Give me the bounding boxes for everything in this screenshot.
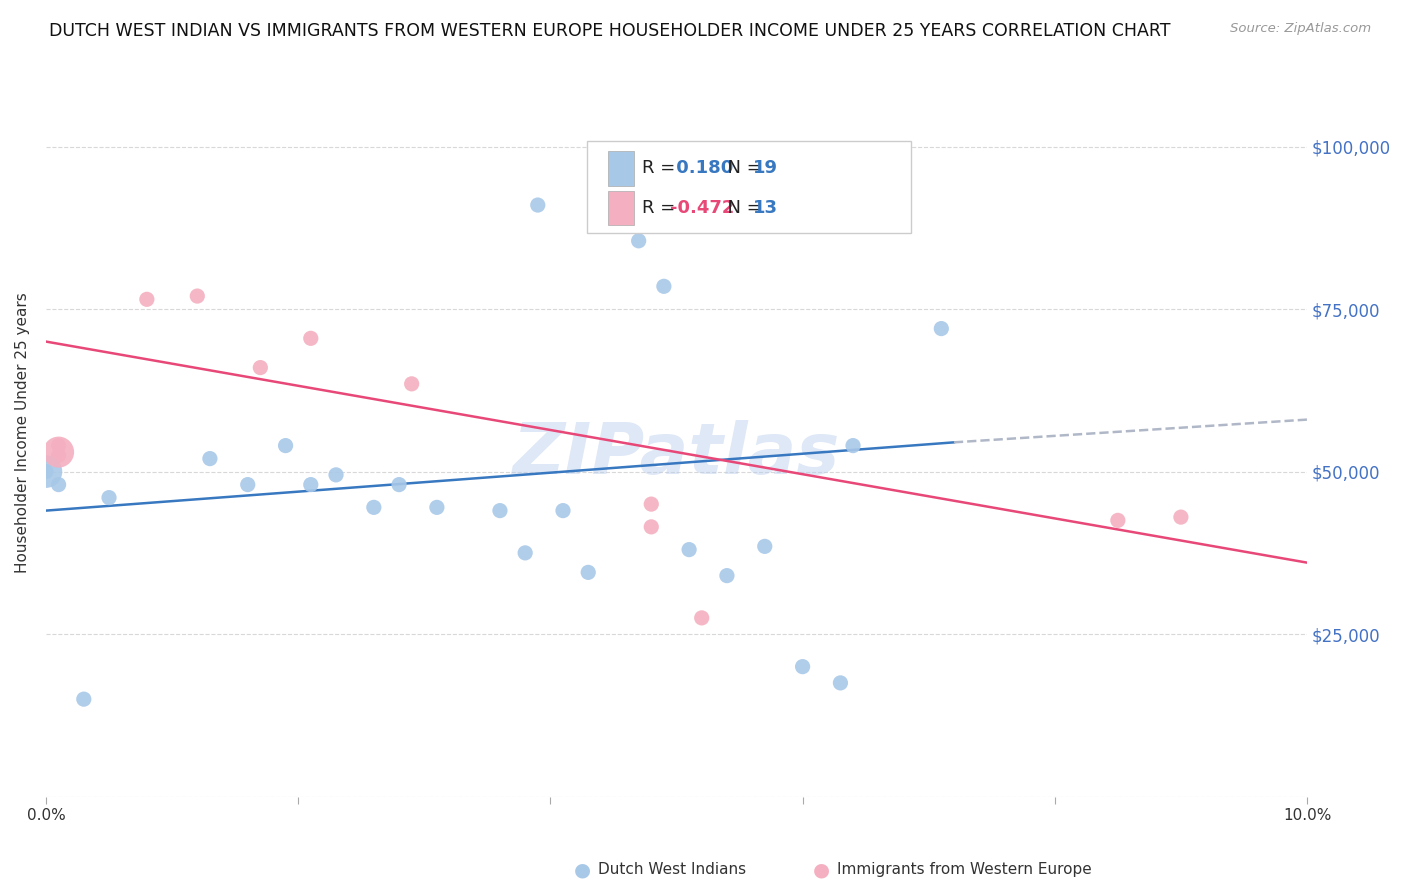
Point (274, 439, 297, 453)
Point (426, 500, 449, 515)
Point (640, 497, 662, 511)
Text: ●: ● (813, 860, 830, 880)
Text: N =: N = (716, 199, 768, 217)
Point (489, 503, 512, 517)
Point (299, 331, 322, 345)
Point (325, 467, 347, 482)
Point (48, 439, 70, 453)
Text: -0.472: -0.472 (671, 199, 734, 217)
Text: R =: R = (643, 199, 682, 217)
Point (640, 520, 662, 534)
Point (35, 465, 58, 479)
Point (48, 445, 70, 459)
Point (515, 546, 537, 560)
Point (98, 491, 121, 505)
Point (186, 289, 208, 303)
Point (792, 659, 814, 673)
Point (652, 279, 675, 293)
Text: 0.180: 0.180 (671, 160, 734, 178)
Text: 19: 19 (754, 160, 779, 178)
Point (842, 439, 865, 453)
Point (716, 568, 738, 582)
Point (299, 477, 322, 491)
Point (526, 198, 548, 212)
Point (35, 465, 58, 479)
Point (830, 676, 852, 690)
Point (73, 692, 96, 706)
Point (1170, 510, 1192, 524)
Point (388, 477, 411, 491)
Point (627, 234, 650, 248)
Point (401, 376, 423, 391)
Text: Dutch West Indians: Dutch West Indians (598, 863, 745, 877)
Point (754, 540, 776, 554)
Point (236, 477, 259, 491)
Point (929, 321, 952, 335)
Point (576, 566, 599, 580)
Point (363, 500, 385, 515)
Point (830, 198, 852, 212)
Text: 13: 13 (754, 199, 779, 217)
Text: DUTCH WEST INDIAN VS IMMIGRANTS FROM WESTERN EUROPE HOUSEHOLDER INCOME UNDER 25 : DUTCH WEST INDIAN VS IMMIGRANTS FROM WES… (49, 22, 1171, 40)
Point (690, 611, 713, 625)
Point (551, 503, 574, 517)
Text: ●: ● (574, 860, 591, 880)
Point (48, 448, 70, 462)
Point (135, 293, 157, 307)
Text: Immigrants from Western Europe: Immigrants from Western Europe (837, 863, 1091, 877)
Text: ZIPatlas: ZIPatlas (513, 420, 841, 489)
Y-axis label: Householder Income Under 25 years: Householder Income Under 25 years (15, 293, 30, 573)
Text: R =: R = (643, 160, 682, 178)
Point (589, 192, 612, 206)
Point (1107, 513, 1129, 527)
Point (198, 451, 221, 466)
Text: Source: ZipAtlas.com: Source: ZipAtlas.com (1230, 22, 1371, 36)
Text: N =: N = (716, 160, 768, 178)
Point (249, 360, 271, 375)
Point (48, 477, 70, 491)
Point (678, 542, 700, 557)
